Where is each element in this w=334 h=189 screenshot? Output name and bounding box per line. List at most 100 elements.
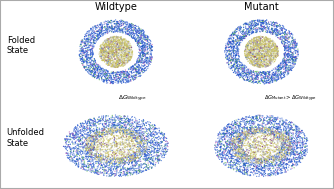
Point <box>228 46 234 49</box>
Point <box>96 146 101 149</box>
Point <box>255 119 260 122</box>
Point <box>253 47 258 50</box>
Point <box>288 142 293 145</box>
Point <box>258 21 264 24</box>
Point <box>278 133 284 136</box>
Point <box>118 143 123 146</box>
Point <box>99 115 105 118</box>
Point <box>220 153 225 156</box>
Point <box>262 147 267 150</box>
Point <box>263 129 268 132</box>
Point <box>72 154 77 157</box>
Point <box>106 131 111 134</box>
Point <box>236 71 241 74</box>
Point <box>141 50 146 53</box>
Point <box>105 45 110 48</box>
Point <box>277 153 282 156</box>
Point <box>233 148 238 151</box>
Point <box>87 124 93 127</box>
Point <box>98 132 104 135</box>
Point <box>266 132 271 135</box>
Point <box>282 40 287 43</box>
Point <box>129 51 134 54</box>
Point <box>244 169 249 172</box>
Point <box>237 42 242 45</box>
Point <box>111 30 117 33</box>
Point <box>282 148 287 151</box>
Point <box>252 63 257 66</box>
Point <box>230 59 236 62</box>
Point <box>96 118 101 121</box>
Point <box>235 34 240 37</box>
Point <box>144 146 150 149</box>
Point <box>131 142 136 145</box>
Point <box>263 81 269 84</box>
Point <box>90 138 95 141</box>
Point <box>106 140 111 143</box>
Point <box>136 160 141 163</box>
Point <box>250 171 255 174</box>
Point <box>292 128 297 131</box>
Point <box>278 68 283 71</box>
Point <box>85 153 90 156</box>
Point <box>250 73 256 76</box>
Point <box>98 54 103 57</box>
Point <box>287 35 293 38</box>
Point <box>253 171 258 174</box>
Point <box>236 44 241 47</box>
Point <box>231 52 237 55</box>
Point <box>89 51 94 54</box>
Point <box>139 39 144 42</box>
Point <box>285 147 290 150</box>
Point <box>253 117 259 120</box>
Point <box>236 161 242 164</box>
Point <box>116 129 121 132</box>
Point <box>102 146 107 149</box>
Point <box>142 140 148 143</box>
Point <box>160 135 166 138</box>
Point <box>83 147 89 150</box>
Point <box>93 133 98 136</box>
Point <box>249 32 255 35</box>
Point <box>150 141 156 144</box>
Point <box>295 141 301 144</box>
Point <box>78 40 84 43</box>
Point <box>119 46 124 49</box>
Point <box>228 163 233 166</box>
Point <box>232 45 237 48</box>
Point <box>241 126 247 129</box>
Point <box>118 162 123 165</box>
Point <box>298 157 303 160</box>
Point <box>249 150 254 153</box>
Point <box>256 74 261 77</box>
Point <box>246 135 252 138</box>
Point <box>270 28 275 31</box>
Point <box>239 146 244 149</box>
Point <box>283 60 288 63</box>
Point <box>270 80 275 83</box>
Point <box>276 148 282 151</box>
Point <box>91 136 96 139</box>
Point <box>129 71 134 74</box>
Point <box>95 30 100 33</box>
Point <box>132 120 137 123</box>
Point <box>257 157 263 160</box>
Point <box>251 132 256 135</box>
Point <box>249 46 255 49</box>
Point <box>110 48 115 51</box>
Point <box>131 144 136 147</box>
Point <box>137 36 142 39</box>
Point <box>127 70 133 73</box>
Point <box>101 155 106 158</box>
Point <box>117 60 122 63</box>
Point <box>113 125 118 129</box>
Point <box>100 142 106 145</box>
Point <box>229 133 235 136</box>
Point <box>274 24 280 27</box>
Point <box>106 157 112 160</box>
Point <box>148 48 153 51</box>
Point <box>265 38 271 41</box>
Point <box>259 49 264 52</box>
Point <box>137 149 142 153</box>
Point <box>140 54 145 57</box>
